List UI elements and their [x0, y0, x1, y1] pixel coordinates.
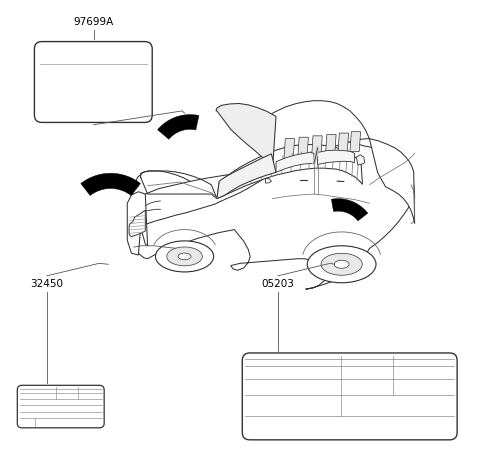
Ellipse shape [156, 241, 214, 272]
Text: 05203: 05203 [262, 279, 294, 289]
FancyBboxPatch shape [17, 385, 104, 428]
Polygon shape [312, 136, 322, 157]
Polygon shape [127, 192, 148, 255]
Polygon shape [129, 140, 415, 289]
FancyBboxPatch shape [35, 42, 152, 122]
Polygon shape [331, 199, 368, 221]
Polygon shape [216, 103, 276, 172]
Ellipse shape [167, 247, 203, 266]
Polygon shape [276, 152, 314, 172]
Polygon shape [318, 150, 355, 164]
Polygon shape [217, 154, 276, 199]
Polygon shape [81, 173, 141, 195]
Polygon shape [370, 139, 415, 224]
Polygon shape [141, 172, 272, 227]
Polygon shape [284, 139, 295, 161]
Polygon shape [357, 155, 365, 165]
Polygon shape [129, 210, 145, 237]
Ellipse shape [334, 260, 349, 268]
Polygon shape [298, 137, 308, 159]
Text: 97699A: 97699A [73, 17, 114, 27]
Polygon shape [350, 132, 360, 152]
Polygon shape [217, 145, 362, 199]
Polygon shape [338, 133, 348, 153]
Polygon shape [157, 115, 199, 139]
Text: 32450: 32450 [30, 279, 63, 289]
Polygon shape [267, 101, 370, 172]
Ellipse shape [178, 253, 191, 260]
Ellipse shape [307, 246, 376, 283]
FancyBboxPatch shape [242, 353, 457, 440]
Ellipse shape [321, 253, 362, 275]
Polygon shape [325, 134, 336, 155]
